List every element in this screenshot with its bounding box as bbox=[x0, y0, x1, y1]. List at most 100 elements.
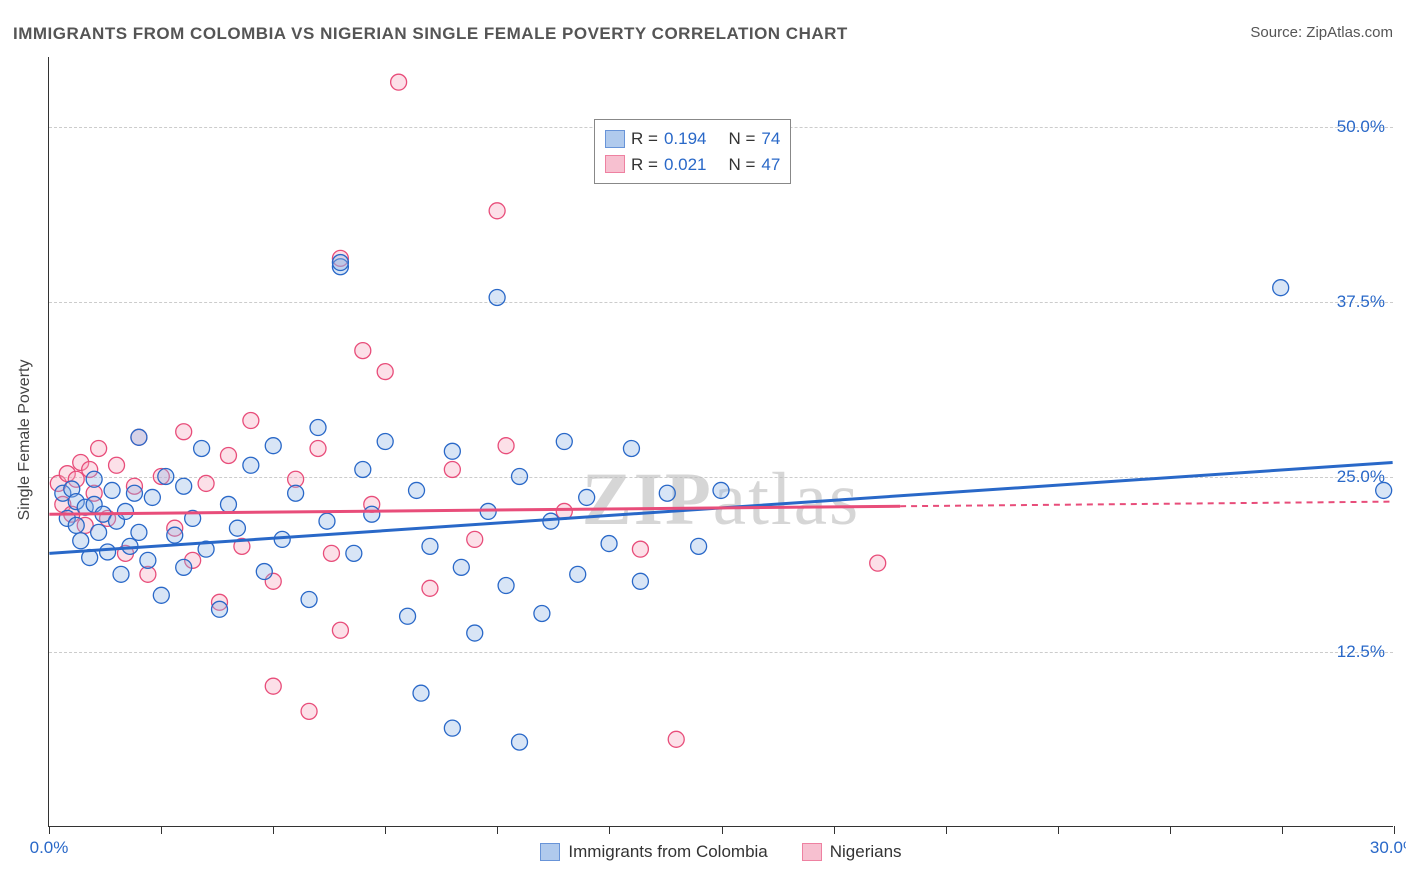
x-tick bbox=[49, 826, 50, 834]
data-point bbox=[198, 475, 214, 491]
data-point bbox=[301, 703, 317, 719]
data-point bbox=[377, 434, 393, 450]
data-point bbox=[713, 482, 729, 498]
data-point bbox=[512, 734, 528, 750]
data-point bbox=[391, 74, 407, 90]
data-point bbox=[364, 506, 380, 522]
x-tick bbox=[1170, 826, 1171, 834]
data-point bbox=[409, 482, 425, 498]
y-tick-label: 25.0% bbox=[1337, 467, 1385, 487]
x-tick bbox=[722, 826, 723, 834]
data-point bbox=[91, 524, 107, 540]
data-point bbox=[176, 559, 192, 575]
n-value-2: 47 bbox=[761, 152, 780, 178]
data-point bbox=[332, 255, 348, 271]
data-point bbox=[377, 364, 393, 380]
data-point bbox=[444, 461, 460, 477]
data-point bbox=[256, 564, 272, 580]
data-point bbox=[444, 720, 460, 736]
data-point bbox=[158, 468, 174, 484]
chart-container: IMMIGRANTS FROM COLOMBIA VS NIGERIAN SIN… bbox=[0, 0, 1406, 892]
source-attribution: Source: ZipAtlas.com bbox=[1250, 24, 1393, 41]
legend-label-colombia: Immigrants from Colombia bbox=[568, 842, 767, 862]
data-point bbox=[212, 601, 228, 617]
data-point bbox=[176, 478, 192, 494]
data-point bbox=[310, 441, 326, 457]
data-point bbox=[73, 533, 89, 549]
data-point bbox=[870, 555, 886, 571]
data-point bbox=[556, 434, 572, 450]
n-label: N = bbox=[728, 126, 755, 152]
data-point bbox=[144, 489, 160, 505]
legend-stats-row-1: R = 0.194 N = 74 bbox=[605, 126, 780, 152]
data-point bbox=[453, 559, 469, 575]
source-label: Source: bbox=[1250, 24, 1302, 41]
data-point bbox=[220, 496, 236, 512]
data-point bbox=[623, 441, 639, 457]
y-tick-label: 12.5% bbox=[1337, 642, 1385, 662]
data-point bbox=[319, 513, 335, 529]
r-label: R = bbox=[631, 126, 658, 152]
data-point bbox=[422, 580, 438, 596]
data-point bbox=[167, 527, 183, 543]
data-point bbox=[400, 608, 416, 624]
data-point bbox=[346, 545, 362, 561]
x-tick bbox=[834, 826, 835, 834]
data-point bbox=[131, 524, 147, 540]
data-point bbox=[691, 538, 707, 554]
data-point bbox=[355, 461, 371, 477]
trend-line bbox=[49, 506, 900, 514]
data-point bbox=[355, 343, 371, 359]
data-point bbox=[301, 592, 317, 608]
data-point bbox=[570, 566, 586, 582]
x-tick bbox=[1282, 826, 1283, 834]
legend-item-nigerians: Nigerians bbox=[802, 842, 902, 862]
data-point bbox=[498, 578, 514, 594]
x-tick bbox=[1394, 826, 1395, 834]
data-point bbox=[229, 520, 245, 536]
x-tick bbox=[946, 826, 947, 834]
data-point bbox=[220, 447, 236, 463]
x-tick bbox=[1058, 826, 1059, 834]
plot-area: ZIPatlas R = 0.194 N = 74 R = 0.021 N = … bbox=[48, 57, 1393, 827]
data-point bbox=[68, 517, 84, 533]
data-point bbox=[176, 424, 192, 440]
data-point bbox=[413, 685, 429, 701]
data-point bbox=[113, 566, 129, 582]
legend-stats-row-2: R = 0.021 N = 47 bbox=[605, 152, 780, 178]
y-axis-label: Single Female Poverty bbox=[16, 360, 34, 521]
data-point bbox=[265, 678, 281, 694]
legend-label-nigerians: Nigerians bbox=[830, 842, 902, 862]
data-point bbox=[579, 489, 595, 505]
r-label-2: R = bbox=[631, 152, 658, 178]
x-tick-label: 30.0% bbox=[1370, 838, 1406, 858]
data-point bbox=[109, 457, 125, 473]
data-point bbox=[104, 482, 120, 498]
data-point bbox=[153, 587, 169, 603]
data-point bbox=[422, 538, 438, 554]
data-point bbox=[288, 485, 304, 501]
r-value-1: 0.194 bbox=[664, 126, 707, 152]
data-point bbox=[194, 441, 210, 457]
data-point bbox=[632, 573, 648, 589]
data-point bbox=[601, 536, 617, 552]
data-point bbox=[668, 731, 684, 747]
n-value-1: 74 bbox=[761, 126, 780, 152]
trend-line-extrapolated bbox=[900, 502, 1393, 507]
x-tick-label: 0.0% bbox=[30, 838, 69, 858]
data-point bbox=[512, 468, 528, 484]
data-point bbox=[86, 471, 102, 487]
data-point bbox=[131, 429, 147, 445]
y-tick-label: 37.5% bbox=[1337, 292, 1385, 312]
legend-bottom: Immigrants from Colombia Nigerians bbox=[49, 842, 1393, 862]
n-label-2: N = bbox=[728, 152, 755, 178]
legend-item-colombia: Immigrants from Colombia bbox=[540, 842, 767, 862]
data-point bbox=[632, 541, 648, 557]
data-point bbox=[310, 420, 326, 436]
data-point bbox=[332, 622, 348, 638]
source-value: ZipAtlas.com bbox=[1306, 24, 1393, 41]
data-point bbox=[100, 544, 116, 560]
data-point bbox=[534, 605, 550, 621]
x-tick bbox=[385, 826, 386, 834]
data-point bbox=[140, 552, 156, 568]
